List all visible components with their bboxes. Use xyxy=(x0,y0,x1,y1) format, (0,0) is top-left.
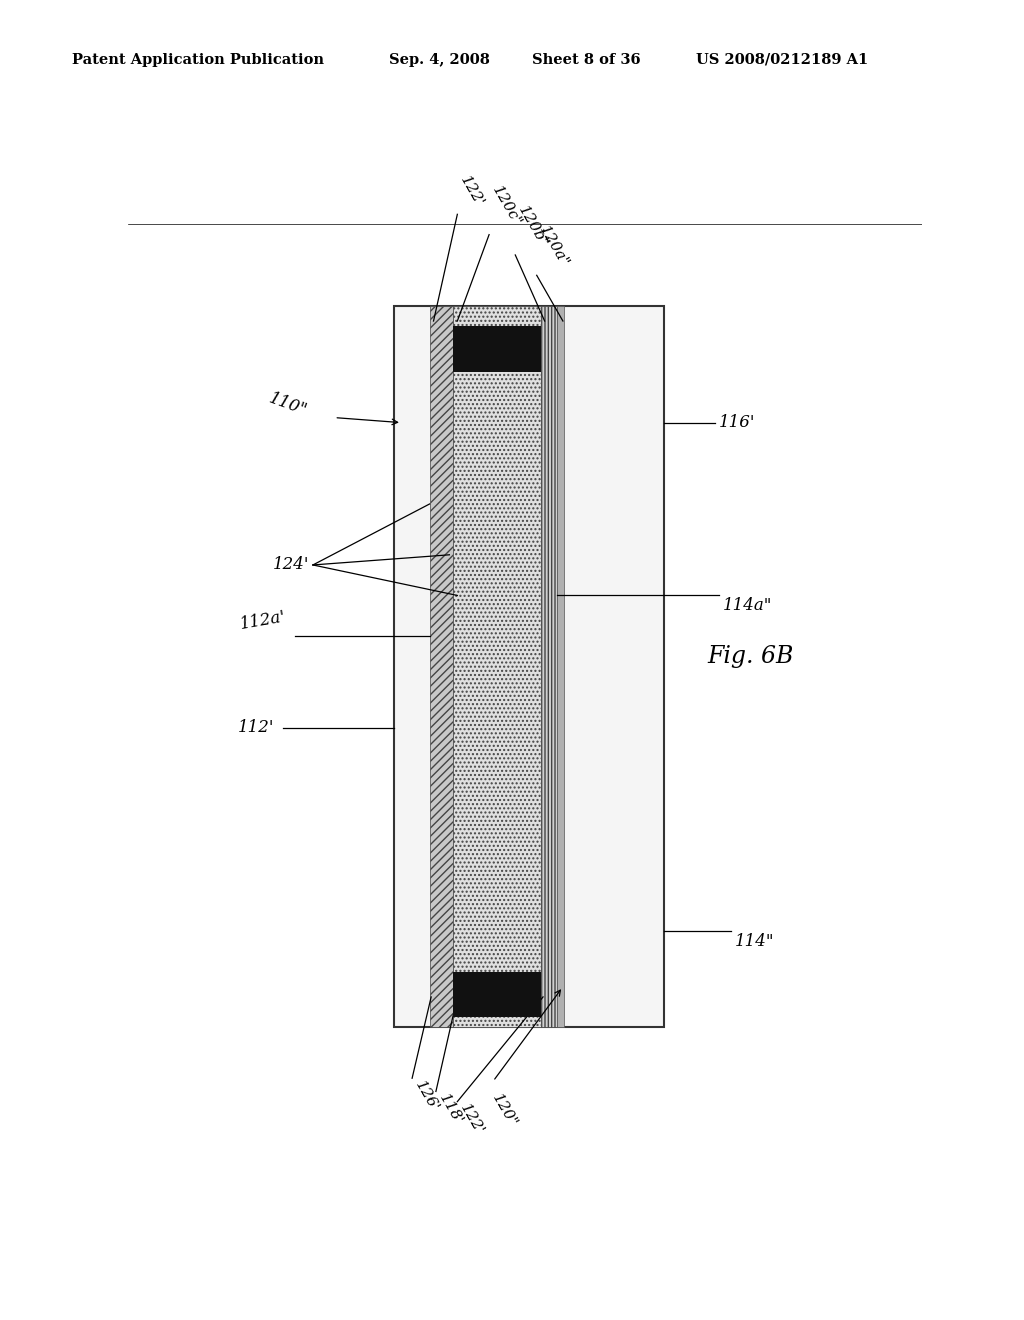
Text: Sep. 4, 2008: Sep. 4, 2008 xyxy=(389,53,490,67)
Text: Patent Application Publication: Patent Application Publication xyxy=(72,53,324,67)
Text: 122': 122' xyxy=(458,173,486,210)
Text: 126': 126' xyxy=(412,1078,441,1114)
Text: 118': 118' xyxy=(436,1092,465,1127)
Text: Sheet 8 of 36: Sheet 8 of 36 xyxy=(532,53,641,67)
Bar xyxy=(557,306,564,1027)
Text: 110": 110" xyxy=(267,389,310,420)
Text: 112': 112' xyxy=(239,719,274,737)
Bar xyxy=(454,326,541,372)
Text: 112a': 112a' xyxy=(239,609,287,634)
Bar xyxy=(430,306,454,1027)
Text: 114": 114" xyxy=(735,932,774,949)
Text: 120": 120" xyxy=(489,1092,519,1130)
Bar xyxy=(541,306,557,1027)
Bar xyxy=(394,306,664,1027)
Bar xyxy=(454,972,541,1018)
Text: 124': 124' xyxy=(272,557,309,573)
Text: 122': 122' xyxy=(458,1102,486,1138)
Text: 116': 116' xyxy=(719,414,756,432)
Text: 120b": 120b" xyxy=(515,203,551,249)
Text: 114a": 114a" xyxy=(723,597,772,614)
Bar xyxy=(454,306,541,1027)
Text: 120a": 120a" xyxy=(537,224,571,271)
Text: Fig. 6B: Fig. 6B xyxy=(708,645,794,668)
Text: 120c": 120c" xyxy=(489,183,523,230)
Text: US 2008/0212189 A1: US 2008/0212189 A1 xyxy=(696,53,868,67)
